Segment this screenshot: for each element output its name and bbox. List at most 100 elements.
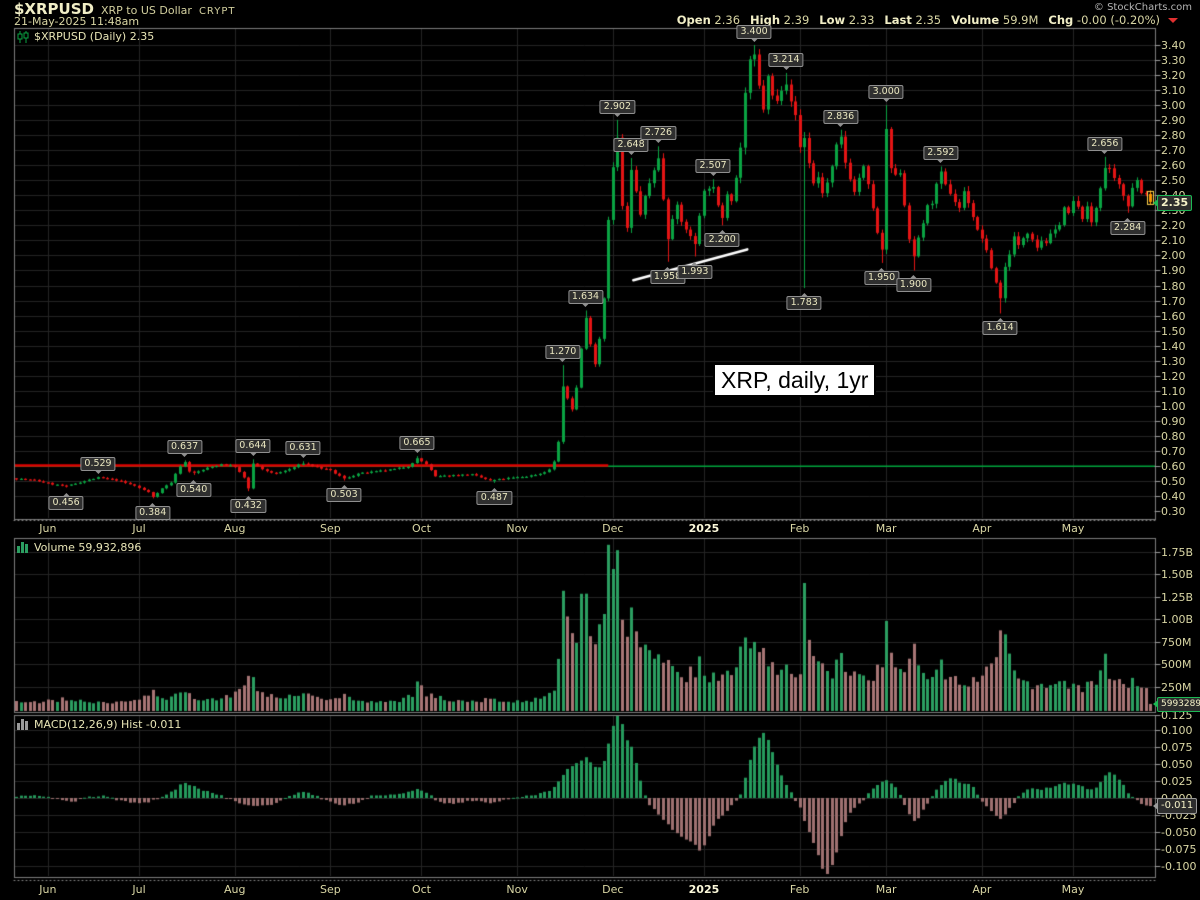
price-callout: 1.993 <box>677 261 713 279</box>
price-axis-label: 0.60 <box>1161 459 1186 473</box>
price-callout: 2.284 <box>1110 217 1146 235</box>
quote-high: High 2.39 <box>750 13 810 27</box>
price-callout: 0.432 <box>230 496 266 514</box>
price-axis-label: 0.40 <box>1161 489 1186 503</box>
price-axis-label: 0.30 <box>1161 505 1186 518</box>
price-axis-label: 1.10 <box>1161 384 1186 398</box>
price-axis-label: 1.70 <box>1161 294 1186 308</box>
quote-volume: Volume 59.9M <box>951 13 1039 27</box>
price-callout: 2.648 <box>613 138 649 156</box>
price-axis-label: 1.90 <box>1161 264 1186 278</box>
volume-axis-label: 1.25B <box>1161 590 1194 604</box>
macd-axis-label: -0.100 <box>1161 860 1197 873</box>
symbol-name: XRP to US Dollar <box>100 4 192 17</box>
month-label: Feb <box>789 522 810 535</box>
price-callout: 1.270 <box>545 345 581 363</box>
volume-panel-legend-label: Volume 59,932,896 <box>34 541 142 554</box>
price-axis-label: 1.60 <box>1161 309 1186 323</box>
price-callout: 1.634 <box>567 290 604 308</box>
volume-axis-label: 1.75B <box>1161 545 1194 559</box>
price-callout: 3.214 <box>768 52 804 70</box>
candlestick-icon <box>17 30 29 43</box>
price-callout: 2.656 <box>1087 136 1123 154</box>
volume-axis-label: 500M <box>1161 658 1192 671</box>
price-callout: 2.836 <box>823 109 859 127</box>
macd-bars-icon <box>17 719 28 730</box>
price-axis-label: 0.70 <box>1161 444 1186 458</box>
copyright: © StockCharts.com <box>1093 2 1192 13</box>
quote-last: Last 2.35 <box>884 13 942 27</box>
month-label: Dec <box>602 522 624 535</box>
macd-axis-label: 0.075 <box>1161 741 1193 754</box>
month-label: Sep <box>319 883 341 896</box>
price-axis-label: 3.20 <box>1161 69 1186 83</box>
price-callout: 0.529 <box>80 456 116 474</box>
price-axis-label: 2.70 <box>1161 144 1186 158</box>
price-callout: 2.726 <box>640 126 676 144</box>
price-axis-label: 0.50 <box>1161 474 1186 488</box>
macd-axis-label: 0.125 <box>1161 709 1193 722</box>
price-axis-label: 0.90 <box>1161 414 1186 428</box>
chart-title: $XRPUSD XRP to US Dollar CRYPT <box>14 0 236 18</box>
price-axis-label: 2.10 <box>1161 234 1186 248</box>
price-callout: 2.200 <box>704 230 740 248</box>
month-label: May <box>1061 883 1085 896</box>
volume-axis-tag: 59932896 <box>1153 696 1200 712</box>
price-axis-label: 2.50 <box>1161 174 1186 188</box>
price-callout: 0.631 <box>285 441 321 459</box>
volume-axis-label: 1.00B <box>1161 613 1194 626</box>
month-label: Apr <box>972 522 992 535</box>
volume-axis-label: 750M <box>1161 635 1192 649</box>
macd-panel-legend: MACD(12,26,9) Hist -0.011 <box>17 718 181 731</box>
month-label: Aug <box>223 883 246 896</box>
price-callout: 3.400 <box>736 24 772 42</box>
price-callout: 0.384 <box>135 503 171 521</box>
price-axis-label: 2.20 <box>1161 219 1186 233</box>
volume-bars-icon <box>17 542 28 553</box>
price-callout: 1.900 <box>895 275 932 293</box>
last-price-axis-tag: 2.35 <box>1152 194 1193 211</box>
price-callout: 0.456 <box>48 492 84 510</box>
macd-axis-label: 0.025 <box>1161 775 1193 788</box>
price-axis-label: 2.90 <box>1161 114 1186 128</box>
price-callout: 0.637 <box>166 440 203 458</box>
month-label: Apr <box>972 883 992 896</box>
price-callout: 2.902 <box>599 99 635 117</box>
month-label: Dec <box>602 883 624 896</box>
price-axis-label: 2.00 <box>1161 249 1186 263</box>
month-label: Jul <box>132 883 146 896</box>
price-panel-legend: $XRPUSD (Daily) 2.35 <box>17 30 154 43</box>
price-callout: 1.783 <box>786 293 822 311</box>
month-label: Jun <box>39 883 57 896</box>
macd-axis-label: -0.050 <box>1161 826 1197 839</box>
price-axis-label: 1.40 <box>1161 339 1186 353</box>
quote-open: Open 2.36 <box>676 13 741 27</box>
macd-axis-label: -0.075 <box>1161 843 1197 856</box>
price-axis-label: 1.50 <box>1161 324 1186 338</box>
month-label: Oct <box>411 522 431 535</box>
price-axis-label: 1.30 <box>1161 354 1186 368</box>
symbol: $XRPUSD <box>14 0 94 18</box>
price-callout: 0.644 <box>235 439 271 457</box>
volume-panel-legend: Volume 59,932,896 <box>17 541 141 554</box>
month-label: Jul <box>132 522 146 535</box>
price-axis-label: 3.10 <box>1161 84 1186 98</box>
price-panel-legend-label: $XRPUSD (Daily) 2.35 <box>34 30 155 43</box>
price-callout: 3.000 <box>868 85 904 103</box>
month-label: Nov <box>506 883 528 896</box>
user-annotation[interactable]: XRP, daily, 1yr <box>713 363 877 397</box>
chart-datetime: 21-May-2025 11:48am <box>14 15 140 28</box>
macd-axis-label: 0.100 <box>1161 724 1193 737</box>
price-axis-label: 3.00 <box>1161 99 1186 113</box>
price-axis-label: 2.80 <box>1161 129 1186 143</box>
price-axis-label: 2.60 <box>1161 159 1186 173</box>
price-callout: 1.614 <box>982 318 1018 336</box>
price-callout: 0.665 <box>399 436 435 454</box>
month-label: 2025 <box>688 522 720 535</box>
quote-low: Low 2.33 <box>819 13 875 27</box>
price-callout: 0.487 <box>476 487 512 505</box>
volume-axis-label: 1.50B <box>1161 568 1194 581</box>
month-label: 2025 <box>688 883 720 896</box>
change-down-triangle-icon <box>1168 18 1178 28</box>
